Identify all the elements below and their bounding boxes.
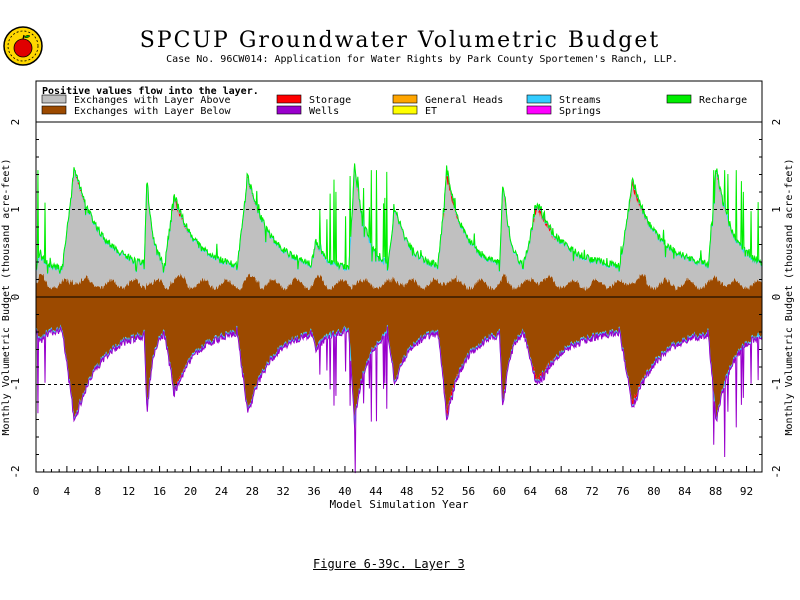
x-tick-label: 12 (122, 485, 135, 498)
y-tick-label-right: -1 (770, 378, 783, 391)
legend-label-springs: Springs (559, 106, 601, 117)
y-tick-label-right: -2 (770, 465, 783, 478)
legend-note: Positive values flow into the layer. (42, 85, 259, 97)
plot-area (35, 163, 763, 474)
series-exchanges-above-positive (36, 170, 762, 291)
legend-swatch-exchanges-above (41, 94, 67, 104)
figure-caption: Figure 6-39c. Layer 3 (313, 557, 465, 571)
legend-label-storage: Storage (309, 95, 351, 106)
x-tick-label: 52 (431, 485, 444, 498)
y-tick-label-right: 0 (770, 294, 783, 301)
x-tick-label: 40 (338, 485, 351, 498)
y-tick-label-left: 1 (9, 206, 22, 213)
y-tick-label-left: -2 (9, 465, 22, 478)
x-tick-label: 8 (94, 485, 101, 498)
legend-swatch-et (392, 105, 418, 115)
y-tick-label-right: 2 (770, 119, 783, 126)
legend-swatch-general-heads (392, 94, 418, 104)
x-tick-label: 80 (647, 485, 660, 498)
x-tick-label: 16 (153, 485, 166, 498)
y-axis-label-right: Monthly Volumetric Budget (thousand acre… (784, 159, 795, 436)
legend-swatch-wells (276, 105, 302, 115)
series-recharge (35, 163, 763, 274)
x-tick-label: 84 (678, 485, 692, 498)
legend: Positive values flow into the layer.Exch… (35, 80, 763, 123)
x-tick-label: 76 (616, 485, 629, 498)
legend-label-recharge: Recharge (699, 95, 747, 106)
y-tick-label-left: 0 (9, 294, 22, 301)
chart-title: SPCUP Groundwater Volumetric Budget (139, 28, 661, 53)
x-tick-label: 88 (709, 485, 722, 498)
legend-label-exchanges-below: Exchanges with Layer Below (74, 106, 232, 117)
x-tick-label: 48 (400, 485, 413, 498)
x-tick-label: 24 (215, 485, 229, 498)
x-tick-label: 32 (277, 485, 290, 498)
x-tick-label: 60 (493, 485, 506, 498)
x-tick-label: 92 (740, 485, 753, 498)
x-tick-label: 64 (524, 485, 538, 498)
x-tick-label: 0 (33, 485, 40, 498)
chart: 0 4 8 12 16 20 24 28 32 36 40 44 48 52 56 60 64 68 72 76 80 8… (1, 80, 795, 511)
chart-subtitle: Case No. 96CW014: Application for Water … (166, 54, 678, 65)
legend-label-streams: Streams (559, 95, 601, 106)
legend-swatch-storage (276, 94, 302, 104)
x-tick-label: 36 (307, 485, 320, 498)
y-tick-label-left: -1 (9, 378, 22, 391)
legend-label-exchanges-above: Exchanges with Layer Above (74, 95, 231, 106)
x-tick-label: 20 (184, 485, 197, 498)
x-tick-label: 72 (585, 485, 598, 498)
x-tick-label: 68 (555, 485, 568, 498)
legend-label-wells: Wells (309, 106, 339, 117)
legend-label-general-heads: General Heads (425, 95, 503, 106)
y-axis-label-left: Monthly Volumetric Budget (thousand acre… (1, 159, 12, 436)
x-tick-label: 56 (462, 485, 475, 498)
legend-swatch-exchanges-below (41, 105, 67, 115)
x-axis-label: Model Simulation Year (329, 498, 468, 511)
y-tick-label-right: 1 (770, 206, 783, 213)
legend-label-et: ET (425, 106, 437, 117)
y-tick-label-left: 2 (9, 119, 22, 126)
x-tick-label: 4 (64, 485, 71, 498)
apple-logo-icon (3, 26, 43, 66)
series-exchanges-below-negative (36, 297, 762, 422)
legend-swatch-streams (526, 94, 552, 104)
legend-swatch-recharge (666, 94, 692, 104)
x-tick-label: 44 (369, 485, 383, 498)
x-tick-label: 28 (246, 485, 259, 498)
series-wells (35, 325, 763, 474)
series-exchanges-below-positive (36, 272, 762, 297)
legend-swatch-springs (526, 105, 552, 115)
